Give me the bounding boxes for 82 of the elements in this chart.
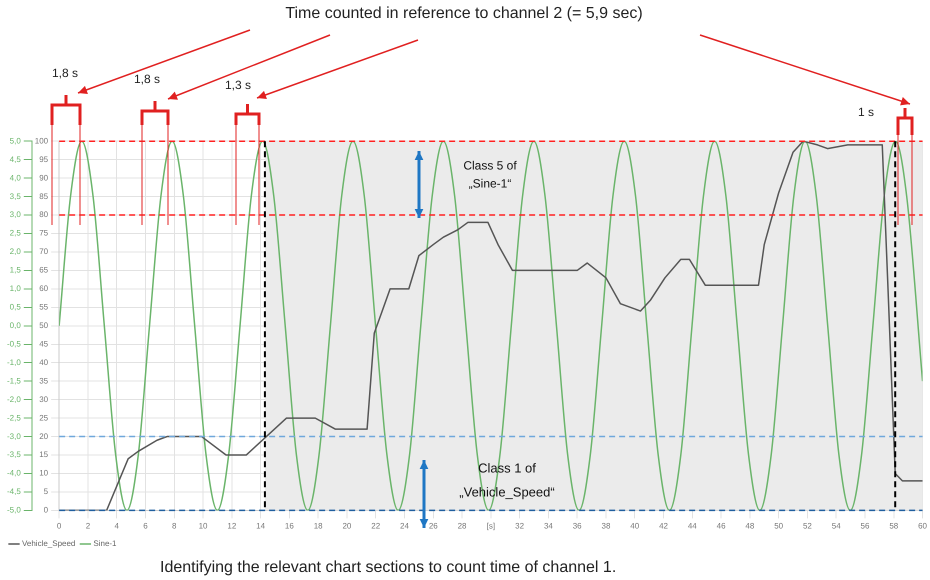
x-tick-label: 24 bbox=[400, 521, 410, 530]
x-tick-label: 58 bbox=[889, 521, 899, 530]
text: 1 s bbox=[858, 105, 874, 119]
y-tick-label: 40 bbox=[39, 358, 49, 367]
y-tick-label: 95 bbox=[39, 154, 49, 164]
y-tick-label: 0 bbox=[44, 506, 49, 515]
legend-label: Vehicle_Speed bbox=[22, 539, 76, 548]
text: 1,8 s bbox=[134, 72, 160, 86]
y2-tick-label: 0,5 bbox=[10, 302, 22, 312]
x-tick-label: 32 bbox=[515, 521, 525, 530]
y-tick-label: 5 bbox=[44, 487, 49, 496]
x-tick-label: 20 bbox=[342, 521, 352, 530]
x-tick-label: 44 bbox=[688, 521, 698, 530]
x-tick-label: 34 bbox=[544, 521, 554, 530]
y-tick-label: 55 bbox=[39, 302, 49, 312]
x-tick-label: 18 bbox=[314, 521, 324, 530]
y-tick-label: 90 bbox=[39, 173, 49, 182]
y-tick-label: 45 bbox=[39, 339, 49, 348]
y2-tick-label: 5,0 bbox=[10, 136, 22, 146]
y2-tick-label: 3,5 bbox=[10, 192, 22, 201]
y-tick-label: 65 bbox=[39, 266, 49, 275]
y2-tick-label: -0,5 bbox=[6, 339, 22, 348]
y2-tick-label: -2,5 bbox=[6, 413, 22, 422]
y-tick-label: 75 bbox=[39, 228, 49, 238]
x-tick-label: 54 bbox=[832, 521, 842, 530]
text: Identifying the relevant chart sections to count time of channel 1. bbox=[160, 559, 616, 576]
x-tick-label: 36 bbox=[572, 521, 582, 530]
x-tick-label: 28 bbox=[458, 521, 468, 530]
y2-tick-label: -1,0 bbox=[6, 358, 22, 367]
legend-label: Sine-1 bbox=[93, 539, 118, 548]
x-tick-label: 14 bbox=[256, 521, 266, 530]
y-tick-label: 15 bbox=[39, 450, 49, 460]
y-tick-label: 20 bbox=[39, 432, 49, 441]
y2-tick-label: 2,5 bbox=[10, 228, 22, 238]
y2-tick-label: 4,5 bbox=[10, 154, 22, 164]
x-tick-label: 60 bbox=[918, 521, 928, 530]
y-tick-label: 25 bbox=[39, 413, 49, 422]
y-tick-label: 30 bbox=[39, 394, 49, 404]
x-tick-label: 46 bbox=[716, 521, 726, 530]
x-tick-label: 0 bbox=[56, 521, 62, 530]
x-tick-label: 2 bbox=[86, 521, 91, 530]
y2-tick-label: 0,0 bbox=[10, 321, 22, 330]
y-tick-label: 50 bbox=[39, 321, 49, 330]
x-tick-label: 42 bbox=[659, 521, 669, 530]
x-tick-label: 56 bbox=[860, 521, 870, 530]
y-tick-label: 100 bbox=[34, 136, 49, 146]
y2-tick-label: 3,0 bbox=[10, 210, 22, 220]
y2-tick-label: 1,0 bbox=[10, 284, 22, 294]
text: 1,8 s bbox=[52, 66, 78, 80]
y2-tick-label: -4,5 bbox=[6, 487, 22, 496]
x-tick-label: 8 bbox=[172, 521, 178, 530]
y-tick-label: 70 bbox=[39, 247, 49, 256]
y-tick-label: 85 bbox=[39, 192, 49, 201]
x-tick-label: 6 bbox=[143, 521, 148, 530]
chart-title: Time counted in reference to channel 2 (= 5,9 sec) bbox=[285, 5, 643, 22]
y2-tick-label: 1,5 bbox=[10, 266, 22, 275]
y2-tick-label: -4,0 bbox=[6, 468, 22, 478]
y2-tick-label: -5,0 bbox=[6, 506, 22, 515]
x-tick-label: 52 bbox=[802, 521, 812, 530]
y2-tick-label: 4,0 bbox=[10, 173, 22, 182]
x-tick-label: 4 bbox=[114, 521, 120, 530]
x-tick-label: 16 bbox=[284, 521, 294, 530]
y-tick-label: 10 bbox=[39, 468, 49, 478]
y-tick-label: 80 bbox=[39, 210, 49, 220]
text: 1,3 s bbox=[224, 78, 252, 92]
y2-tick-label: -3,5 bbox=[6, 450, 22, 460]
x-tick-label: 50 bbox=[774, 521, 784, 530]
x-tick-label: 12 bbox=[227, 521, 237, 530]
x-tick-label: 48 bbox=[745, 521, 755, 530]
y2-tick-label: -2,0 bbox=[6, 394, 22, 404]
x-tick-label: 38 bbox=[602, 521, 611, 530]
x-tick-label: 10 bbox=[198, 521, 208, 530]
x-tick-label: 40 bbox=[630, 521, 640, 530]
y2-tick-label: -3,0 bbox=[6, 432, 22, 441]
y2-tick-label: 2,0 bbox=[10, 247, 22, 256]
y2-tick-label: -1,5 bbox=[6, 376, 22, 386]
x-tick-label: 22 bbox=[371, 521, 381, 530]
x-tick-label: 26 bbox=[428, 521, 438, 530]
y-tick-label: 35 bbox=[39, 376, 49, 386]
annotation: Class 5 of „Sine-1“ bbox=[463, 158, 518, 190]
y-tick-label: 60 bbox=[39, 284, 49, 294]
x-tick-label: [s] bbox=[486, 521, 496, 530]
